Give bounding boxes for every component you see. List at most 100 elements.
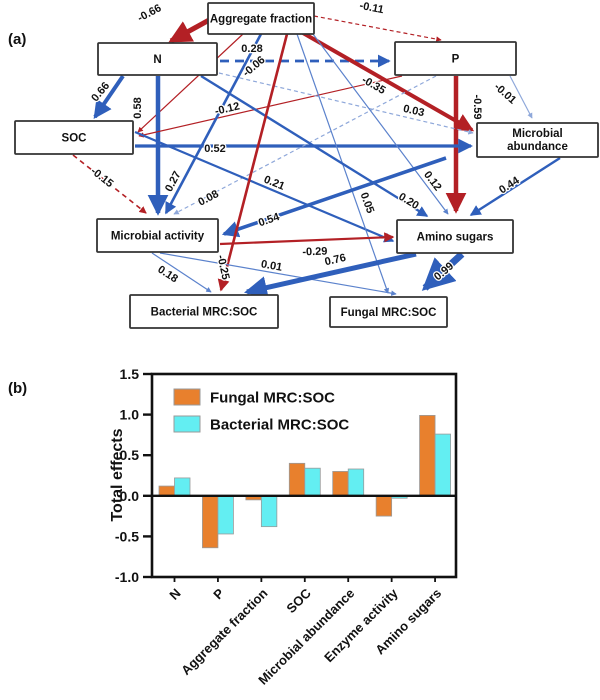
y-tick-label: 0.0 bbox=[120, 488, 140, 504]
y-axis-title: Total effects bbox=[109, 428, 126, 521]
edge-aggregate_fraction-soc bbox=[137, 33, 244, 133]
panel-b-tag: (b) bbox=[8, 380, 27, 397]
node-box-fungal_mrc_soc bbox=[329, 296, 448, 328]
edge-amino_sugars-bacterial_mrc_soc bbox=[244, 251, 417, 299]
bar-bacterial-amino-sugars bbox=[434, 433, 451, 497]
edge-n-microbial_abundance bbox=[218, 72, 474, 135]
node-label-bacterial_mrc_soc: Bacterial MRC:SOC bbox=[151, 307, 258, 319]
node-microbial_activity: Microbial activity bbox=[96, 218, 219, 253]
node-fungal_mrc_soc: Fungal MRC:SOC bbox=[329, 296, 448, 328]
edge-label-aggregate_fraction-microbial_activity: 0.27 bbox=[163, 169, 184, 194]
bar-fungal-amino-sugars bbox=[419, 415, 436, 497]
edge-label-microbial_activity-fungal_mrc_soc: 0.01 bbox=[260, 258, 283, 274]
legend-swatch-fungal bbox=[173, 388, 201, 406]
legend-label-fungal: Fungal MRC:SOC bbox=[210, 390, 335, 407]
bar-bacterial-p bbox=[217, 495, 234, 535]
edge-microbial_activity-amino_sugars bbox=[219, 232, 395, 246]
edge-microbial_activity-bacterial_mrc_soc bbox=[151, 252, 212, 293]
bar-bacterial-n bbox=[174, 477, 191, 497]
edge-label-aggregate_fraction-soc: -0.06 bbox=[241, 54, 268, 79]
edge-microbial_abundance-microbial_activity bbox=[221, 156, 447, 238]
legend-label-bacterial: Bacterial MRC:SOC bbox=[210, 417, 349, 434]
x-tick-label: P bbox=[210, 585, 227, 602]
node-label-microbial_abundance: Microbial abundance bbox=[507, 128, 568, 153]
y-tick-label: -1.0 bbox=[115, 569, 139, 585]
bar-bacterial-soc bbox=[304, 467, 321, 497]
y-tick-label: -0.5 bbox=[115, 528, 139, 544]
y-tick-label: 1.5 bbox=[120, 366, 140, 382]
edge-aggregate_fraction-p bbox=[313, 15, 442, 42]
edge-aggregate_fraction-amino_sugars bbox=[312, 33, 449, 215]
bar-fungal-soc bbox=[288, 462, 306, 497]
edge-label-n-p: 0.28 bbox=[241, 43, 262, 55]
node-label-soc: SOC bbox=[62, 133, 87, 145]
bar-fungal-n bbox=[158, 485, 175, 497]
bar-bacterial-microbial-abundance bbox=[347, 468, 365, 497]
edge-label-microbial_activity-bacterial_mrc_soc: 0.18 bbox=[155, 264, 180, 286]
x-tick-label: Aggregate fraction bbox=[178, 585, 270, 677]
edge-label-microbial_abundance-amino_sugars: 0.44 bbox=[497, 174, 522, 196]
node-label-amino_sugars: Amino sugars bbox=[417, 232, 494, 244]
edge-microbial_activity-fungal_mrc_soc bbox=[159, 252, 397, 296]
x-tick-label: Enzyme activity bbox=[321, 585, 401, 665]
node-label-n: N bbox=[153, 54, 161, 66]
x-tick-label: SOC bbox=[283, 585, 314, 616]
edge-label-aggregate_fraction-p: -0.11 bbox=[358, 0, 384, 16]
panel-a-diagram: (a) -0.66 -0.110.28-0.06-0.350.660.58 -0.1… bbox=[8, 0, 599, 329]
edge-p-microbial_abundance bbox=[509, 75, 533, 119]
node-label-p: P bbox=[452, 54, 460, 66]
node-box-p bbox=[394, 41, 517, 76]
node-label-microbial_activity: Microbial activity bbox=[111, 231, 205, 243]
node-label-fungal_mrc_soc: Fungal MRC:SOC bbox=[341, 307, 437, 319]
node-box-amino_sugars bbox=[396, 219, 514, 254]
panel-a-tag: (a) bbox=[8, 31, 26, 48]
edge-label-p-soc: -0.12 bbox=[214, 100, 241, 117]
edge-aggregate_fraction-microbial_activity bbox=[164, 33, 263, 215]
edge-label-p-amino_sugars: -0.59 bbox=[471, 94, 483, 119]
edge-aggregate_fraction-n bbox=[168, 16, 213, 44]
edge-label-microbial_abundance-microbial_activity: 0.54 bbox=[257, 211, 282, 230]
edge-p-microbial_activity bbox=[173, 75, 437, 215]
edge-aggregate_fraction-bacterial_mrc_soc bbox=[217, 33, 289, 292]
node-box-microbial_abundance bbox=[476, 122, 599, 158]
node-n: N bbox=[97, 42, 218, 76]
legend-swatch-bacterial bbox=[173, 415, 201, 433]
node-box-aggregate_fraction bbox=[207, 2, 315, 35]
node-aggregate_fraction: Aggregate fraction bbox=[207, 2, 315, 35]
bar-bacterial-aggregate-fraction bbox=[260, 495, 278, 528]
node-soc: SOC bbox=[14, 120, 134, 155]
bar-fungal-enzyme-activity bbox=[375, 495, 393, 517]
node-p: P bbox=[394, 41, 517, 76]
edge-aggregate_fraction-microbial_abundance bbox=[302, 31, 475, 132]
bar-fungal-microbial-abundance bbox=[332, 471, 349, 497]
node-layer: Aggregate fraction N P SOC Microbial abundanc… bbox=[14, 2, 599, 329]
edge-n-amino_sugars bbox=[200, 74, 429, 218]
y-tick-label: 0.5 bbox=[120, 447, 140, 463]
edge-label-aggregate_fraction-amino_sugars: 0.12 bbox=[421, 169, 443, 193]
edge-label-aggregate_fraction-n: -0.66 bbox=[136, 2, 164, 24]
node-box-soc bbox=[14, 120, 134, 155]
edge-label-soc-microbial_abundance: 0.52 bbox=[204, 143, 225, 155]
node-box-n bbox=[97, 42, 218, 76]
edge-microbial_abundance-amino_sugars bbox=[469, 156, 561, 217]
edge-soc-microbial_activity bbox=[72, 154, 147, 214]
node-amino_sugars: Amino sugars bbox=[396, 219, 514, 254]
bar-fungal-p bbox=[202, 495, 219, 549]
edge-n-soc bbox=[93, 74, 125, 120]
node-microbial_abundance: Microbial abundance bbox=[476, 122, 599, 158]
node-box-bacterial_mrc_soc bbox=[129, 294, 279, 329]
edge-label-n-microbial_activity: 0.58 bbox=[132, 97, 144, 118]
edge-p-soc bbox=[138, 75, 403, 138]
x-tick-label: N bbox=[166, 586, 183, 603]
node-label-aggregate_fraction: Aggregate fraction bbox=[210, 14, 312, 26]
edge-label-aggregate_fraction-fungal_mrc_soc: 0.05 bbox=[358, 191, 377, 215]
node-bacterial_mrc_soc: Bacterial MRC:SOC bbox=[129, 294, 279, 329]
y-tick-label: 1.0 bbox=[120, 407, 140, 423]
edge-amino_sugars-fungal_mrc_soc bbox=[421, 251, 465, 291]
node-box-microbial_activity bbox=[96, 218, 219, 253]
edge-layer bbox=[72, 15, 561, 299]
edge-soc-amino_sugars bbox=[134, 130, 395, 243]
